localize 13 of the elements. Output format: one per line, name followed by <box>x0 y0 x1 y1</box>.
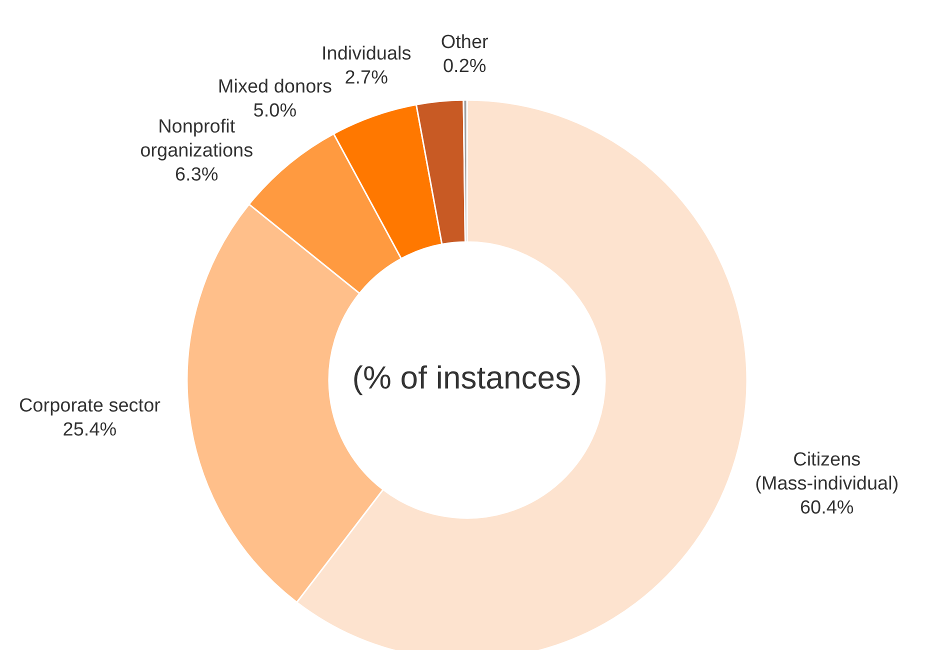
slice-label: Individuals <box>321 44 412 65</box>
data-label: 6.3% <box>174 164 218 186</box>
data-label: 2.7% <box>344 68 388 89</box>
data-label: 60.4% <box>800 497 854 518</box>
slice-label: Mixed donors <box>218 76 332 98</box>
slice-label: Other <box>440 32 490 54</box>
slice-label: Nonprofit organizations <box>140 116 254 162</box>
slice-label: Citizens (Mass-individual) <box>755 449 899 494</box>
text: (% of instances) <box>352 359 582 396</box>
slice-label: Corporate sector <box>18 396 162 417</box>
data-label: 5.0% <box>253 100 297 122</box>
data-label: 25.4% <box>62 420 117 441</box>
data-label: 0.2% <box>442 56 486 78</box>
